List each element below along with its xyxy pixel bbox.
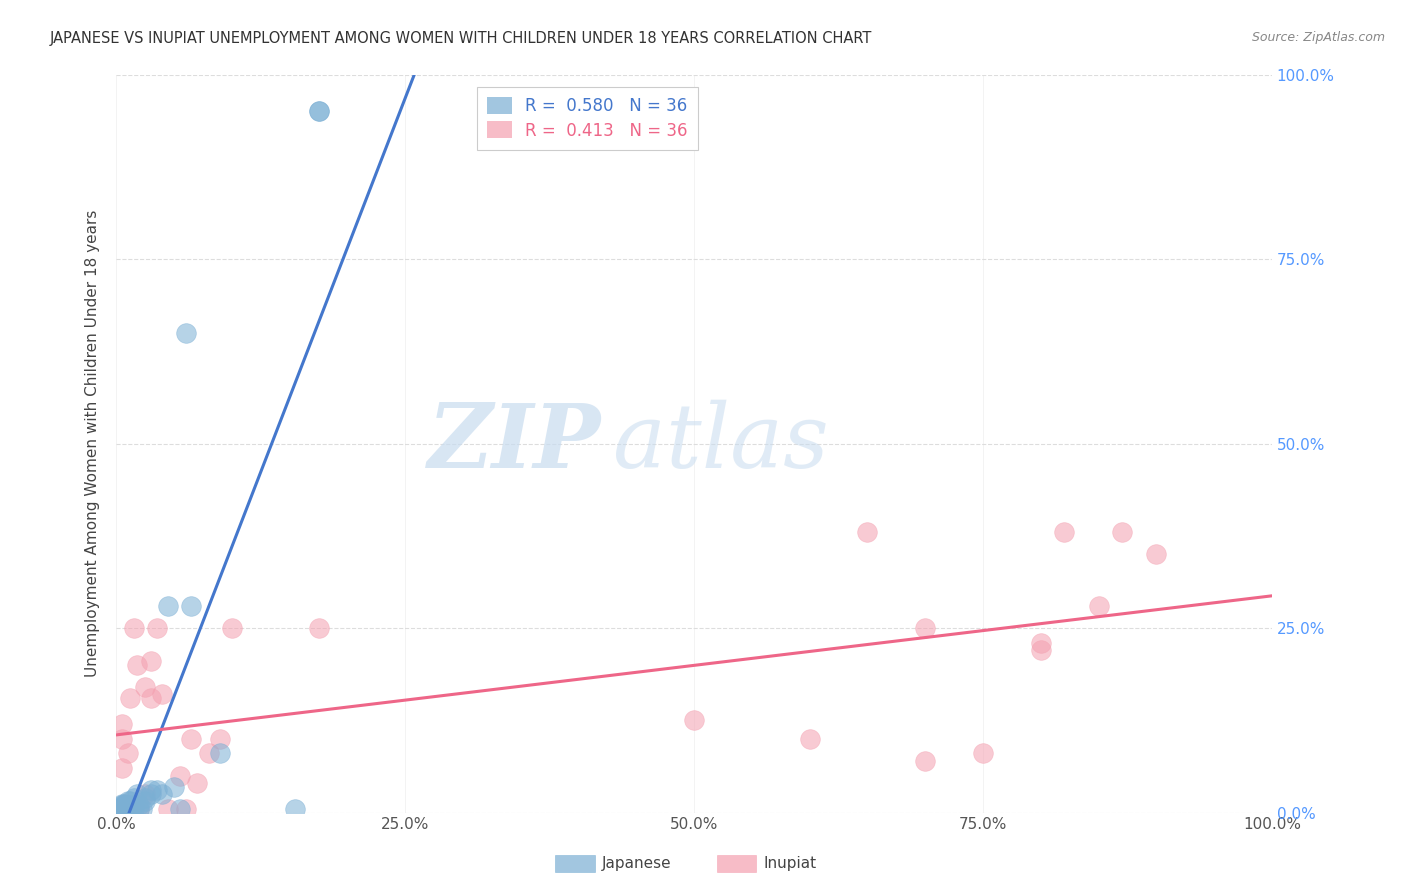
Point xyxy=(114,802,136,816)
Point xyxy=(1111,525,1133,540)
Point xyxy=(186,776,208,790)
Point xyxy=(180,599,202,613)
Point xyxy=(1087,599,1109,613)
Point xyxy=(308,621,330,635)
Text: Japanese: Japanese xyxy=(602,856,672,871)
Point xyxy=(169,802,191,816)
Text: Inupiat: Inupiat xyxy=(763,856,817,871)
Point xyxy=(174,802,197,816)
Point xyxy=(856,525,879,540)
Point xyxy=(111,802,134,816)
Text: Source: ZipAtlas.com: Source: ZipAtlas.com xyxy=(1251,31,1385,45)
Point xyxy=(128,802,150,816)
Y-axis label: Unemployment Among Women with Children Under 18 years: Unemployment Among Women with Children U… xyxy=(86,210,100,677)
Point xyxy=(131,802,153,816)
Point xyxy=(125,657,148,672)
Point xyxy=(914,621,936,635)
Point xyxy=(122,802,145,816)
Point xyxy=(799,731,821,746)
Point xyxy=(139,783,162,797)
Point xyxy=(125,787,148,801)
Point xyxy=(197,747,219,761)
Point xyxy=(117,795,139,809)
Point xyxy=(120,798,142,813)
Point xyxy=(120,691,142,706)
Point xyxy=(308,104,330,119)
Point xyxy=(111,731,134,746)
Point xyxy=(117,802,139,816)
Point xyxy=(145,783,167,797)
Point xyxy=(1053,525,1076,540)
Point xyxy=(111,799,134,814)
Text: JAPANESE VS INUPIAT UNEMPLOYMENT AMONG WOMEN WITH CHILDREN UNDER 18 YEARS CORREL: JAPANESE VS INUPIAT UNEMPLOYMENT AMONG W… xyxy=(49,31,872,46)
Point xyxy=(174,326,197,340)
Point xyxy=(1029,636,1052,650)
Point xyxy=(111,798,134,813)
Point xyxy=(139,691,162,706)
Point xyxy=(145,621,167,635)
Point xyxy=(128,802,150,816)
Text: atlas: atlas xyxy=(613,401,830,487)
Point xyxy=(914,754,936,768)
Point xyxy=(111,802,134,816)
Point xyxy=(1144,547,1167,561)
Point xyxy=(111,761,134,775)
Point xyxy=(122,621,145,635)
Point xyxy=(134,787,156,801)
Point xyxy=(112,799,135,814)
Point xyxy=(134,680,156,694)
Point xyxy=(122,790,145,805)
Point xyxy=(157,599,180,613)
Point xyxy=(112,802,135,816)
Point xyxy=(112,797,135,811)
Point xyxy=(111,797,134,811)
Point xyxy=(117,747,139,761)
Point xyxy=(139,654,162,668)
Point xyxy=(122,798,145,813)
Text: ZIP: ZIP xyxy=(429,401,602,487)
Point xyxy=(308,104,330,119)
Point xyxy=(152,688,174,702)
Point xyxy=(180,731,202,746)
Point xyxy=(134,795,156,809)
Point xyxy=(112,798,135,813)
Point xyxy=(139,787,162,801)
Point xyxy=(157,802,180,816)
Point xyxy=(117,799,139,814)
Point xyxy=(284,802,307,816)
Point xyxy=(209,747,232,761)
Point xyxy=(111,717,134,731)
Point xyxy=(163,780,186,794)
Point xyxy=(152,787,174,801)
Point xyxy=(683,713,706,727)
Legend: R =  0.580   N = 36, R =  0.413   N = 36: R = 0.580 N = 36, R = 0.413 N = 36 xyxy=(477,87,697,150)
Point xyxy=(1029,643,1052,657)
Point xyxy=(128,798,150,813)
Point xyxy=(169,769,191,783)
Point xyxy=(120,795,142,809)
Point xyxy=(221,621,243,635)
Point xyxy=(209,731,232,746)
Point xyxy=(134,790,156,805)
Point xyxy=(972,747,994,761)
